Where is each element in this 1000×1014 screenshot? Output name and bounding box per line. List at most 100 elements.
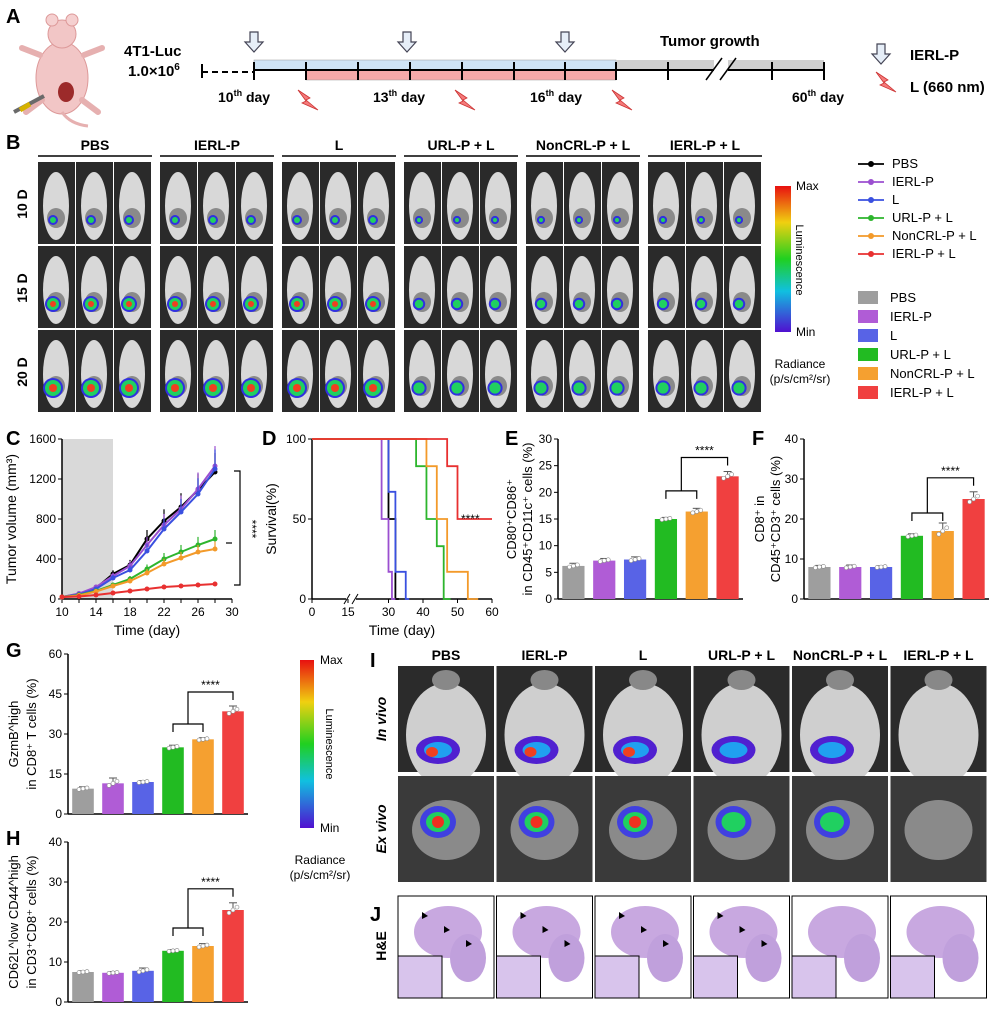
nose-cone <box>727 670 756 690</box>
data-dot <box>597 559 603 564</box>
y-axis-label-line1: CD80⁺CD86⁺ <box>504 479 519 559</box>
mouse-silhouette <box>447 340 473 408</box>
data-dot <box>76 787 82 792</box>
arrowhead-icon <box>739 926 746 933</box>
y-tick-label: 10 <box>785 552 799 566</box>
x-axis-label: Time (day) <box>369 622 435 638</box>
signal-core <box>248 301 254 307</box>
data-dot <box>84 785 90 791</box>
series-line-1 <box>61 465 216 598</box>
chart-f-bar: 0 10 20 30 40 CD8⁺ in CD45⁺CD3⁺ cells (%) **** <box>752 432 989 606</box>
radiance-label: Radiance <box>775 357 826 371</box>
panel-label-d: D <box>262 428 277 450</box>
data-dot <box>663 516 669 522</box>
legend-marker <box>868 179 874 185</box>
group-header-2: L <box>335 137 344 153</box>
laser-bolt-icon <box>454 89 476 111</box>
signal-mid <box>734 299 744 309</box>
legend-marker <box>868 215 874 221</box>
y-axis-label-line2: in CD3⁺CD8⁺ cells (%) <box>24 856 39 989</box>
he-tissue <box>942 934 979 982</box>
data-dot <box>905 534 911 539</box>
panel-i-header-3: URL-P + L <box>708 647 775 663</box>
data-dot <box>967 499 972 505</box>
bracket-main <box>926 477 975 513</box>
signal-mid <box>818 742 846 758</box>
injection-arrow-icon <box>396 31 418 53</box>
y-axis-label-line1: GzmB^high <box>6 701 21 768</box>
scale2-min: Min <box>320 821 339 835</box>
mouse-silhouette <box>287 172 313 240</box>
y-tick-label: 0 <box>791 592 798 606</box>
mouse-silhouette <box>607 340 633 408</box>
data-dot <box>628 558 634 563</box>
he-inset <box>693 955 738 999</box>
bar-4 <box>192 946 214 1002</box>
bar-5 <box>716 476 739 599</box>
x-axis-label: Time (day) <box>114 622 180 638</box>
arrowhead-icon <box>641 926 647 933</box>
he-inset <box>397 955 443 999</box>
signal-core <box>50 301 56 307</box>
cell-line-label: 4T1-Luc <box>124 43 182 60</box>
data-dot <box>106 970 112 976</box>
mouse-silhouette <box>485 340 511 408</box>
data-dot <box>114 778 120 784</box>
scale2-label: Luminescence <box>323 709 335 780</box>
data-dot <box>940 528 946 534</box>
data-dot <box>136 969 142 975</box>
injection-arrow-icon <box>554 31 576 53</box>
data-dot <box>200 737 206 742</box>
line-legend-item-5: IERL-P + L <box>892 246 956 261</box>
data-dot <box>721 475 726 481</box>
group-header-3: URL-P + L <box>427 137 494 153</box>
data-point <box>76 594 82 599</box>
mouse-silhouette <box>241 340 267 408</box>
mouse-silhouette <box>447 172 473 240</box>
data-dot <box>874 565 880 570</box>
line-legend-item-0: PBS <box>892 156 918 171</box>
series-line-5 <box>61 583 216 598</box>
signal-mid <box>451 382 463 394</box>
mouse-silhouette <box>43 172 69 240</box>
signal-mid <box>573 382 585 394</box>
scale-bar-2 <box>300 660 314 828</box>
scale2-max: Max <box>320 653 343 667</box>
bar-0 <box>72 972 94 1002</box>
legend-swatch <box>858 329 878 342</box>
significance-label: **** <box>461 512 480 526</box>
data-dot <box>878 564 884 570</box>
mouse-silhouette <box>653 340 679 408</box>
arrowhead-icon <box>444 926 450 933</box>
data-dot <box>200 943 206 949</box>
signal-mid <box>332 217 338 223</box>
signal-mid <box>733 382 745 394</box>
signal-mid <box>172 217 178 223</box>
mouse-silhouette <box>119 172 145 240</box>
y-tick-label: 20 <box>539 485 553 499</box>
bar-legend-item-5: IERL-P + L <box>890 385 954 400</box>
axis-break-mark <box>343 593 351 605</box>
mouse-body <box>898 683 979 787</box>
panel-label-e: E <box>505 428 519 450</box>
signal-mid <box>721 812 746 832</box>
data-dot <box>84 969 90 974</box>
legend-injection-arrow-icon <box>870 43 892 65</box>
signal-mid <box>660 217 666 223</box>
bar-legend-item-0: PBS <box>890 290 916 305</box>
data-point <box>144 570 150 576</box>
mouse-silhouette <box>203 340 229 408</box>
legend-marker <box>868 233 874 239</box>
he-tissue <box>450 934 486 982</box>
mouse-silhouette <box>409 340 435 408</box>
row-label-0: 10 D <box>14 189 30 219</box>
signal-mid <box>452 299 462 309</box>
y-tick-label: 30 <box>49 727 63 741</box>
legend-swatch <box>858 291 878 304</box>
data-dot <box>575 562 580 568</box>
panel-label-b: B <box>6 132 21 154</box>
data-dot <box>230 907 236 913</box>
data-dot <box>909 533 915 539</box>
mouse-silhouette <box>81 172 107 240</box>
line-legend-item-3: URL-P + L <box>892 210 953 225</box>
